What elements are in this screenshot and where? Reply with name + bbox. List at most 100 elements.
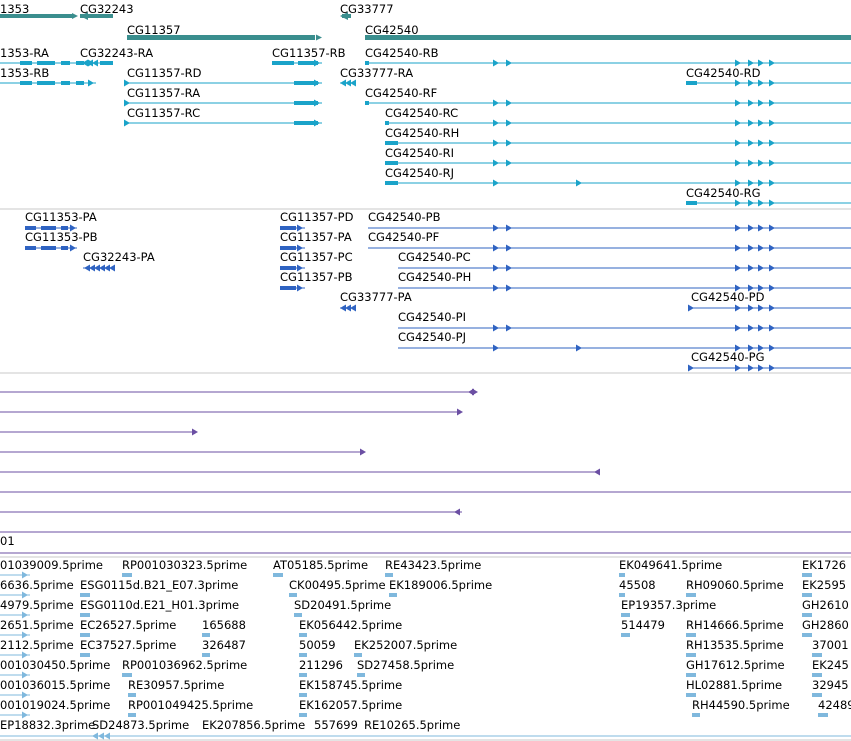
transcripts-feature[interactable]: CG42540-RG	[686, 186, 851, 207]
alignments-feature[interactable]	[0, 388, 478, 396]
alignments-feature[interactable]	[0, 408, 463, 416]
ests-feature[interactable]: GH2860	[802, 618, 849, 637]
proteins-feature[interactable]: CG11357-PA	[280, 230, 352, 252]
genes-feature[interactable]: 1353	[0, 2, 78, 19]
ests-feature[interactable]: SD27458.5prime	[357, 658, 454, 677]
genes-feature[interactable]: CG33777	[340, 2, 394, 20]
ests-feature[interactable]: RP001030323.5prime	[122, 558, 247, 577]
ests-feature[interactable]: RE43423.5prime	[385, 558, 481, 577]
transcripts-feature[interactable]: CG11357-RC	[124, 106, 322, 127]
alignments-feature[interactable]	[0, 468, 600, 476]
proteins-feature[interactable]: CG33777-PA	[340, 290, 412, 312]
transcripts-feature[interactable]: CG42540-RD	[686, 66, 851, 87]
genes-feature[interactable]: CG11357	[127, 23, 322, 41]
ests-feature[interactable]: SD20491.5prime	[294, 598, 391, 617]
proteins-feature[interactable]: CG32243-PA	[83, 250, 155, 272]
ests-feature[interactable]: EC26527.5prime	[80, 618, 176, 637]
genes-feature[interactable]: CG32243	[80, 2, 134, 20]
ests-feature[interactable]: 326487	[202, 638, 246, 657]
ests-feature[interactable]: RP001036962.5prime	[122, 658, 247, 677]
ests-feature[interactable]: RE10265.5prime	[364, 718, 460, 732]
transcripts-feature[interactable]: CG42540-RI	[385, 146, 851, 167]
ests-feature[interactable]: GH2610	[802, 598, 849, 617]
ests-feature[interactable]: 001030450.5prime	[0, 658, 110, 679]
proteins-feature[interactable]: CG42540-PH	[398, 270, 851, 292]
ests-feature[interactable]: RH13535.5prime	[686, 638, 784, 657]
proteins-feature[interactable]: CG42540-PJ	[398, 330, 851, 352]
proteins-feature[interactable]: CG42540-PC	[398, 250, 851, 272]
alignments-feature[interactable]	[0, 428, 198, 436]
transcripts-feature[interactable]: CG42540-RJ	[385, 166, 851, 187]
proteins-feature[interactable]: CG42540-PD	[688, 290, 851, 312]
feature-exon-bar	[621, 613, 630, 617]
ests-feature[interactable]: 211296	[299, 658, 343, 677]
transcripts-feature[interactable]: CG11357-RA	[124, 86, 322, 107]
ests-feature[interactable]: 557699	[314, 718, 358, 732]
transcripts-feature[interactable]: CG42540-RF	[365, 86, 851, 107]
ests-feature[interactable]: 42489	[818, 698, 851, 717]
ests-feature[interactable]: 001036015.5prime	[0, 678, 110, 699]
ests-feature[interactable]: RH14666.5prime	[686, 618, 784, 637]
ests-feature[interactable]: EK252007.5prime	[354, 638, 457, 657]
proteins-feature[interactable]: CG11353-PA	[25, 210, 97, 232]
ests-feature[interactable]: AT05185.5prime	[273, 558, 368, 577]
ests-feature[interactable]: 001019024.5prime	[0, 698, 110, 719]
ests-feature[interactable]: EK2595	[802, 578, 846, 597]
transcripts-feature[interactable]: CG11357-RB	[272, 46, 346, 67]
ests-feature[interactable]: RE30957.5prime	[128, 678, 224, 697]
ests-feature[interactable]: CK00495.5prime	[289, 578, 386, 597]
ests-feature[interactable]: EK245	[812, 658, 849, 677]
ests-feature[interactable]: 01039009.5prime	[0, 558, 103, 579]
ests-feature[interactable]: GH17612.5prime	[686, 658, 785, 677]
transcripts-feature[interactable]: CG42540-RB	[365, 46, 851, 67]
transcripts-feature[interactable]: CG42540-RH	[385, 126, 851, 147]
proteins-feature[interactable]: CG42540-PI	[398, 310, 851, 332]
ests-feature[interactable]: 45508	[619, 578, 656, 597]
ests-feature[interactable]: 37001	[812, 638, 849, 657]
ests-feature[interactable]: SD24873.5prime	[92, 718, 189, 732]
proteins-feature[interactable]: CG42540-PB	[368, 210, 851, 232]
ests-feature[interactable]: RH09060.5prime	[686, 578, 784, 597]
proteins-feature[interactable]: CG11353-PB	[25, 230, 98, 252]
ests-feature[interactable]: 4979.5prime	[0, 598, 74, 619]
ests-feature[interactable]: ESG0115d.B21_E07.3prime	[80, 578, 238, 597]
transcripts-feature[interactable]: CG11357-RD	[124, 66, 322, 87]
ests-feature[interactable]: 2112.5prime	[0, 638, 74, 659]
ests-feature[interactable]: EP19357.3prime	[621, 598, 716, 617]
ests-feature[interactable]: EK049641.5prime	[619, 558, 722, 577]
ests-feature[interactable]: EK162057.5prime	[299, 698, 402, 717]
proteins-feature[interactable]: CG42540-PF	[368, 230, 851, 252]
ests-feature[interactable]: ESG0110d.E21_H01.3prime	[80, 598, 239, 617]
ests-feature[interactable]: RH44590.5prime	[692, 698, 790, 717]
transcripts-feature[interactable]: 1353-RB	[0, 66, 96, 87]
ests-feature[interactable]: 165688	[202, 618, 246, 637]
alignments-feature[interactable]: 01	[0, 534, 851, 554]
ests-feature[interactable]: 514479	[621, 618, 665, 637]
ests-feature[interactable]: 32945	[812, 678, 849, 697]
ests-feature[interactable]: 6636.5prime	[0, 578, 74, 599]
ests-feature[interactable]: EK207856.5prime	[202, 718, 305, 732]
ests-feature[interactable]: EP18832.3prime	[0, 718, 851, 740]
ests-feature[interactable]: EK056442.5prime	[299, 618, 402, 637]
proteins-feature[interactable]: CG42540-PG	[688, 350, 851, 372]
ests-feature[interactable]: EC37527.5prime	[80, 638, 176, 657]
ests-feature[interactable]: HL02881.5prime	[686, 678, 782, 697]
proteins-feature[interactable]: CG11357-PD	[280, 210, 354, 232]
transcripts-feature[interactable]: CG32243-RA	[80, 46, 153, 67]
transcripts-feature[interactable]: CG42540-RC	[385, 106, 851, 127]
proteins-feature[interactable]: CG11357-PC	[280, 250, 353, 272]
ests-feature[interactable]: EK1726	[802, 558, 846, 577]
ests-feature[interactable]: 2651.5prime	[0, 618, 74, 639]
ests-feature[interactable]: EK189006.5prime	[389, 578, 492, 597]
ests-feature[interactable]: 50059	[299, 638, 336, 657]
alignments-feature[interactable]	[0, 508, 462, 516]
genes-feature[interactable]: CG42540	[365, 23, 851, 40]
alignments-feature[interactable]	[0, 448, 366, 456]
transcripts-feature[interactable]: CG33777-RA	[340, 66, 413, 87]
proteins-feature[interactable]: CG11357-PB	[280, 270, 353, 292]
strand-arrow-icon	[506, 224, 512, 232]
ests-feature[interactable]: EK158745.5prime	[299, 678, 402, 697]
ests-feature[interactable]: RP001049425.5prime	[128, 698, 253, 717]
transcripts-feature[interactable]: 1353-RA	[0, 46, 96, 67]
